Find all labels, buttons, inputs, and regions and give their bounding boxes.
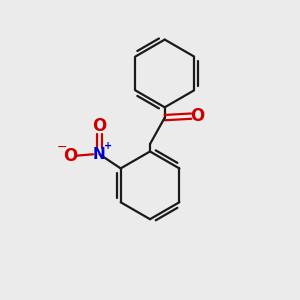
Text: O: O (190, 107, 205, 125)
Text: +: + (104, 141, 112, 151)
Text: −: − (57, 141, 68, 154)
Text: O: O (92, 117, 106, 135)
Text: N: N (93, 147, 106, 162)
Text: O: O (64, 147, 78, 165)
